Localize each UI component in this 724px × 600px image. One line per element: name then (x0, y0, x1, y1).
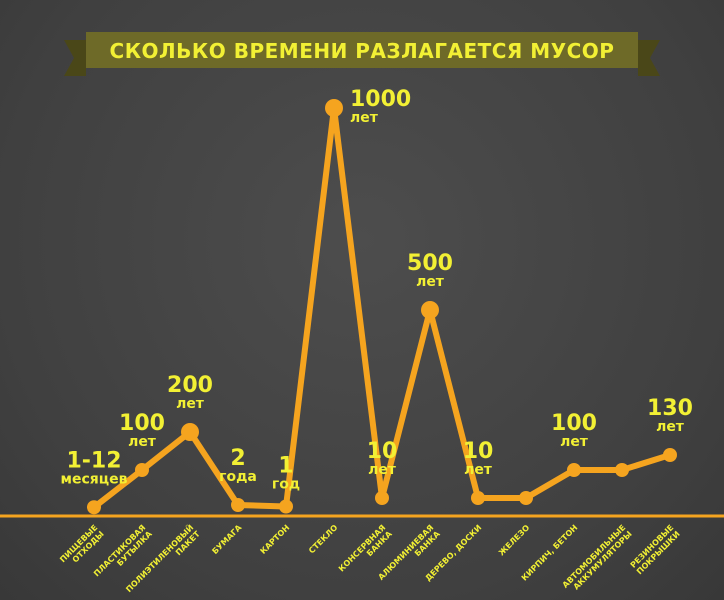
value-number: 1000 (350, 87, 411, 112)
data-point (279, 499, 293, 514)
value-unit: лет (560, 434, 589, 450)
banner-left-tail (64, 40, 86, 76)
banner-body (86, 32, 638, 68)
value-unit: год (272, 477, 300, 493)
marker-group (87, 99, 677, 515)
value-number: 1 (278, 454, 293, 479)
value-unit: лет (176, 396, 205, 412)
category-label: КАРТОН (259, 523, 292, 556)
value-number: 10 (367, 439, 398, 464)
value-unit: лет (350, 110, 379, 126)
data-point (135, 463, 149, 477)
chart-title: СКОЛЬКО ВРЕМЕНИ РАЗЛАГАЕТСЯ МУСОР (110, 39, 615, 63)
banner-right-tail (638, 40, 660, 76)
value-unit: лет (464, 462, 493, 478)
value-number: 100 (119, 411, 165, 436)
data-point (181, 423, 199, 441)
data-point (615, 463, 629, 477)
value-number: 2 (230, 446, 245, 471)
data-point (325, 99, 343, 117)
value-number: 100 (551, 411, 597, 436)
data-point (231, 498, 245, 512)
value-unit: лет (128, 434, 157, 450)
value-unit: лет (416, 274, 445, 290)
data-point (663, 448, 677, 462)
value-unit: года (219, 469, 257, 485)
value-number: 500 (407, 251, 453, 276)
data-point (519, 491, 533, 505)
value-number: 1-12 (66, 448, 121, 473)
category-label: СТЕКЛО (307, 523, 340, 556)
value-number: 200 (167, 373, 213, 398)
value-number: 10 (463, 439, 494, 464)
data-point (471, 491, 485, 505)
data-point (421, 301, 439, 319)
category-label: ЖЕЛЕЗО (497, 523, 532, 558)
data-point (87, 500, 101, 515)
category-label: БУМАГА (210, 522, 244, 556)
data-point (567, 463, 581, 477)
value-number: 130 (647, 396, 693, 421)
value-unit: лет (656, 419, 685, 435)
value-unit: лет (368, 462, 397, 478)
category-label: РЕЗИНОВЫЕПОКРЫШКИ (629, 523, 682, 576)
data-point (375, 491, 389, 505)
category-label: ПИЩЕВЫЕОТХОДЫ (58, 523, 106, 571)
category-label-group: ПИЩЕВЫЕОТХОДЫПЛАСТИКОВАЯБУТЫЛКАПОЛИЭТИЛЕ… (58, 522, 682, 595)
title-banner (64, 32, 660, 76)
value-unit: месяцев (61, 471, 128, 487)
